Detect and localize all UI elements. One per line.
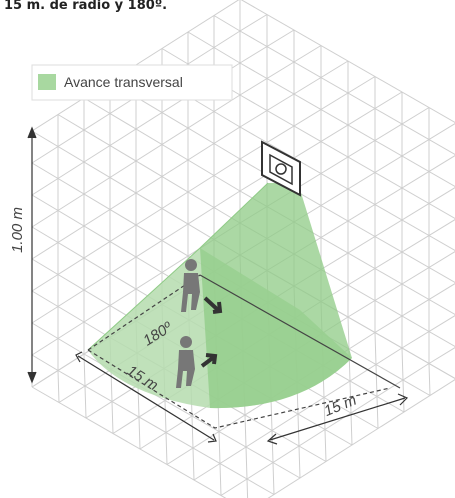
detection-cone [200,183,352,409]
height-dimension [27,126,37,384]
floor-lines [87,274,401,429]
grid-line [57,370,60,403]
movement-arrow [203,296,223,314]
person [181,259,200,312]
width-dimension [75,351,217,443]
grid-line [31,290,111,338]
grid-line [428,347,455,364]
grid-line [31,258,137,322]
grid-line [31,194,189,289]
grid-line [83,353,87,419]
grid-line [31,162,215,272]
caption: 15 m. de radio y 180º. [4,0,167,13]
grid-line [239,76,376,160]
legend: Avance transversal [31,64,233,101]
legend-swatch [38,74,56,90]
legend-label: Avance transversal [64,74,183,90]
grid-line [428,363,431,396]
grid-line [401,315,455,349]
cone-edge [87,182,269,351]
sensor [261,140,301,197]
grid-line [239,29,295,64]
grid-line [374,283,455,333]
grid-line [31,322,85,355]
grid-line [239,60,349,128]
grid-line [31,354,59,371]
person [176,336,195,388]
grid-line [31,130,241,256]
grid-line [347,316,353,446]
grid-line [83,97,241,192]
grid-line [239,45,322,96]
grid-line [213,15,241,32]
grid-line [320,219,455,302]
grid-line [374,332,379,429]
grid-line [239,14,268,32]
grid-line [57,114,241,224]
grid-line [31,226,163,305]
movement-arrow [200,353,218,368]
grid-line [187,31,241,64]
depth-dimension [266,393,409,445]
height-label: 1.00 m [9,207,26,253]
grid-line [347,251,455,318]
